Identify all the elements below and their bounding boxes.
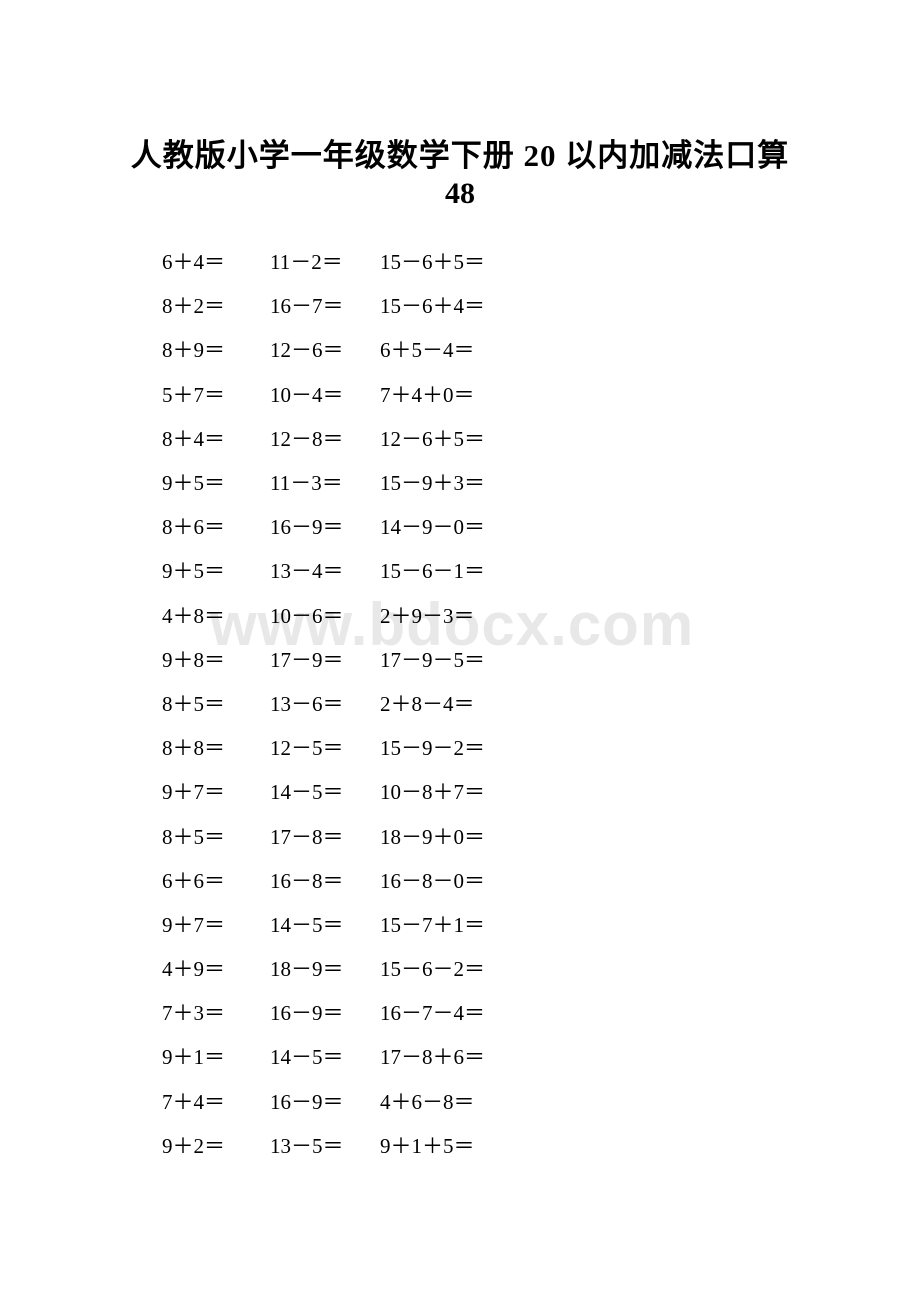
page-container: 人教版小学一年级数学下册 20 以内加减法口算 48 6＋4＝11－2＝15－6…: [0, 0, 920, 1227]
problem-cell: 14－5＝: [270, 909, 380, 939]
problem-cell: 8＋8＝: [162, 732, 270, 762]
problem-cell: 16－9＝: [270, 1086, 380, 1116]
problem-cell: 16－8－0＝: [380, 865, 830, 895]
problem-cell: 12－6＋5＝: [380, 423, 830, 453]
problem-cell: 12－6＝: [270, 334, 380, 364]
problem-row: 8＋2＝16－7＝15－6＋4＝: [162, 283, 830, 327]
title-line-2: 48: [90, 177, 830, 211]
problem-cell: 6＋5－4＝: [380, 334, 830, 364]
problem-cell: 15－6＋5＝: [380, 246, 830, 276]
problem-cell: 14－5＝: [270, 1041, 380, 1071]
problem-cell: 7＋3＝: [162, 997, 270, 1027]
problem-cell: 8＋6＝: [162, 511, 270, 541]
problem-row: 8＋8＝12－5＝15－9－2＝: [162, 725, 830, 769]
problem-cell: 9＋5＝: [162, 467, 270, 497]
problem-cell: 2＋9－3＝: [380, 600, 830, 630]
problem-cell: 10－6＝: [270, 600, 380, 630]
problem-row: 8＋6＝16－9＝14－9－0＝: [162, 504, 830, 548]
problem-cell: 18－9＝: [270, 953, 380, 983]
problem-cell: 16－7－4＝: [380, 997, 830, 1027]
problem-cell: 17－9＝: [270, 644, 380, 674]
problem-row: 9＋5＝13－4＝15－6－1＝: [162, 548, 830, 592]
problem-row: 8＋5＝17－8＝18－9＋0＝: [162, 813, 830, 857]
problem-cell: 17－8＝: [270, 821, 380, 851]
problem-cell: 15－6－1＝: [380, 555, 830, 585]
problem-cell: 4＋6－8＝: [380, 1086, 830, 1116]
problem-cell: 9＋2＝: [162, 1130, 270, 1160]
problem-row: 9＋7＝14－5＝15－7＋1＝: [162, 902, 830, 946]
problem-row: 9＋5＝11－3＝15－9＋3＝: [162, 460, 830, 504]
title-cn-1: 人教版小学一年级数学下册: [131, 138, 515, 173]
problem-row: 9＋2＝13－5＝9＋1＋5＝: [162, 1123, 830, 1167]
problem-cell: 15－9－2＝: [380, 732, 830, 762]
problem-row: 9＋8＝17－9＝17－9－5＝: [162, 637, 830, 681]
problem-row: 4＋8＝10－6＝2＋9－3＝: [162, 593, 830, 637]
problem-cell: 9＋5＝: [162, 555, 270, 585]
problem-cell: 8＋2＝: [162, 290, 270, 320]
problem-cell: 10－8＋7＝: [380, 776, 830, 806]
problem-cell: 13－6＝: [270, 688, 380, 718]
problems-grid: 6＋4＝11－2＝15－6＋5＝ 8＋2＝16－7＝15－6＋4＝ 8＋9＝12…: [162, 239, 830, 1167]
problem-cell: 4＋9＝: [162, 953, 270, 983]
title-number: 20: [515, 138, 566, 173]
problem-cell: 12－5＝: [270, 732, 380, 762]
problem-row: 7＋3＝16－9＝16－7－4＝: [162, 990, 830, 1034]
problem-cell: 14－5＝: [270, 776, 380, 806]
problem-cell: 4＋8＝: [162, 600, 270, 630]
problem-row: 9＋1＝14－5＝17－8＋6＝: [162, 1034, 830, 1078]
problem-cell: 2＋8－4＝: [380, 688, 830, 718]
problem-cell: 9＋7＝: [162, 776, 270, 806]
problem-cell: 14－9－0＝: [380, 511, 830, 541]
problem-cell: 8＋5＝: [162, 688, 270, 718]
problem-row: 8＋4＝12－8＝12－6＋5＝: [162, 416, 830, 460]
title-line-1: 人教版小学一年级数学下册 20 以内加减法口算: [90, 130, 830, 175]
problem-cell: 15－6＋4＝: [380, 290, 830, 320]
problem-cell: 5＋7＝: [162, 379, 270, 409]
problem-cell: 16－7＝: [270, 290, 380, 320]
problem-row: 5＋7＝10－4＝7＋4＋0＝: [162, 372, 830, 416]
title-cn-2: 以内加减法口算: [565, 138, 789, 173]
problem-row: 6＋4＝11－2＝15－6＋5＝: [162, 239, 830, 283]
problem-cell: 16－9＝: [270, 511, 380, 541]
problem-cell: 11－2＝: [270, 246, 380, 276]
problem-cell: 6＋4＝: [162, 246, 270, 276]
problem-cell: 18－9＋0＝: [380, 821, 830, 851]
problem-cell: 8＋4＝: [162, 423, 270, 453]
problem-cell: 16－9＝: [270, 997, 380, 1027]
problem-cell: 8＋9＝: [162, 334, 270, 364]
problem-row: 4＋9＝18－9＝15－6－2＝: [162, 946, 830, 990]
problem-cell: 13－5＝: [270, 1130, 380, 1160]
problem-cell: 15－6－2＝: [380, 953, 830, 983]
problem-row: 8＋9＝12－6＝6＋5－4＝: [162, 327, 830, 371]
problem-cell: 7＋4＝: [162, 1086, 270, 1116]
problem-cell: 9＋7＝: [162, 909, 270, 939]
problem-row: 8＋5＝13－6＝2＋8－4＝: [162, 681, 830, 725]
page-title: 人教版小学一年级数学下册 20 以内加减法口算 48: [90, 130, 830, 211]
problem-cell: 8＋5＝: [162, 821, 270, 851]
problem-cell: 9＋1＋5＝: [380, 1130, 830, 1160]
problem-row: 6＋6＝16－8＝16－8－0＝: [162, 858, 830, 902]
problem-row: 9＋7＝14－5＝10－8＋7＝: [162, 769, 830, 813]
problem-cell: 9＋1＝: [162, 1041, 270, 1071]
problem-cell: 10－4＝: [270, 379, 380, 409]
problem-cell: 13－4＝: [270, 555, 380, 585]
problem-cell: 17－9－5＝: [380, 644, 830, 674]
problem-cell: 12－8＝: [270, 423, 380, 453]
problem-cell: 7＋4＋0＝: [380, 379, 830, 409]
problem-cell: 11－3＝: [270, 467, 380, 497]
problem-cell: 15－7＋1＝: [380, 909, 830, 939]
problem-cell: 9＋8＝: [162, 644, 270, 674]
problem-cell: 17－8＋6＝: [380, 1041, 830, 1071]
problem-cell: 6＋6＝: [162, 865, 270, 895]
problem-cell: 16－8＝: [270, 865, 380, 895]
problem-row: 7＋4＝16－9＝4＋6－8＝: [162, 1079, 830, 1123]
problem-cell: 15－9＋3＝: [380, 467, 830, 497]
